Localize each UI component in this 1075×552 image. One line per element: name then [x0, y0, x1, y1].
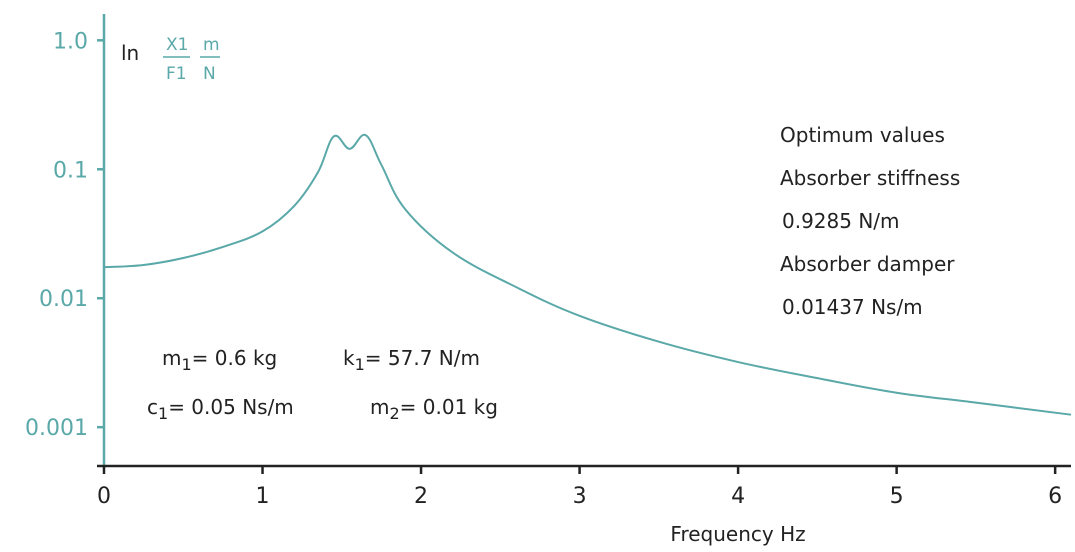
x-axis-title: Frequency Hz [670, 522, 805, 546]
y-axis-ticks: 1.0 0.1 0.01 0.001 [25, 29, 104, 441]
y-tick-label: 0.01 [39, 287, 88, 312]
y-label-prefix: ln [121, 41, 139, 65]
x-tick-label: 3 [573, 484, 587, 509]
y-label-denominator: F1 [166, 64, 187, 84]
y-label-numerator: X1 [166, 35, 188, 55]
absorber-stiffness-label: Absorber stiffness [780, 166, 960, 190]
response-curve [103, 133, 1072, 416]
x-tick-label: 4 [731, 484, 745, 509]
x-tick-label: 2 [414, 484, 428, 509]
y-tick-label: 1.0 [53, 29, 88, 54]
y-axis-label: ln X1 F1 m N [121, 35, 220, 84]
y-tick-label: 0.1 [53, 158, 88, 183]
system-parameters-annotation: m1= 0.6 kg k1= 57.7 N/m c1= 0.05 Ns/m m2… [147, 346, 498, 423]
param-c1: c1= 0.05 Ns/m [147, 395, 294, 423]
param-k1: k1= 57.7 N/m [343, 346, 480, 374]
absorber-stiffness-value: 0.9285 N/m [782, 209, 900, 233]
absorber-damper-label: Absorber damper [780, 252, 955, 276]
x-tick-label: 0 [97, 484, 111, 509]
x-tick-label: 6 [1048, 484, 1062, 509]
absorber-damper-value: 0.01437 Ns/m [782, 295, 923, 319]
optimum-title: Optimum values [780, 123, 945, 147]
y-label-unit-numerator: m [203, 35, 220, 55]
x-tick-label: 1 [256, 484, 270, 509]
x-tick-label: 5 [890, 484, 904, 509]
y-tick-label: 0.001 [25, 416, 88, 441]
x-axis-ticks: 0 1 2 3 4 5 6 [97, 466, 1062, 509]
param-m2: m2= 0.01 kg [370, 395, 498, 423]
optimum-values-annotation: Optimum values Absorber stiffness 0.9285… [780, 123, 960, 319]
y-label-unit-denominator: N [203, 64, 216, 84]
param-m1: m1= 0.6 kg [162, 346, 277, 374]
